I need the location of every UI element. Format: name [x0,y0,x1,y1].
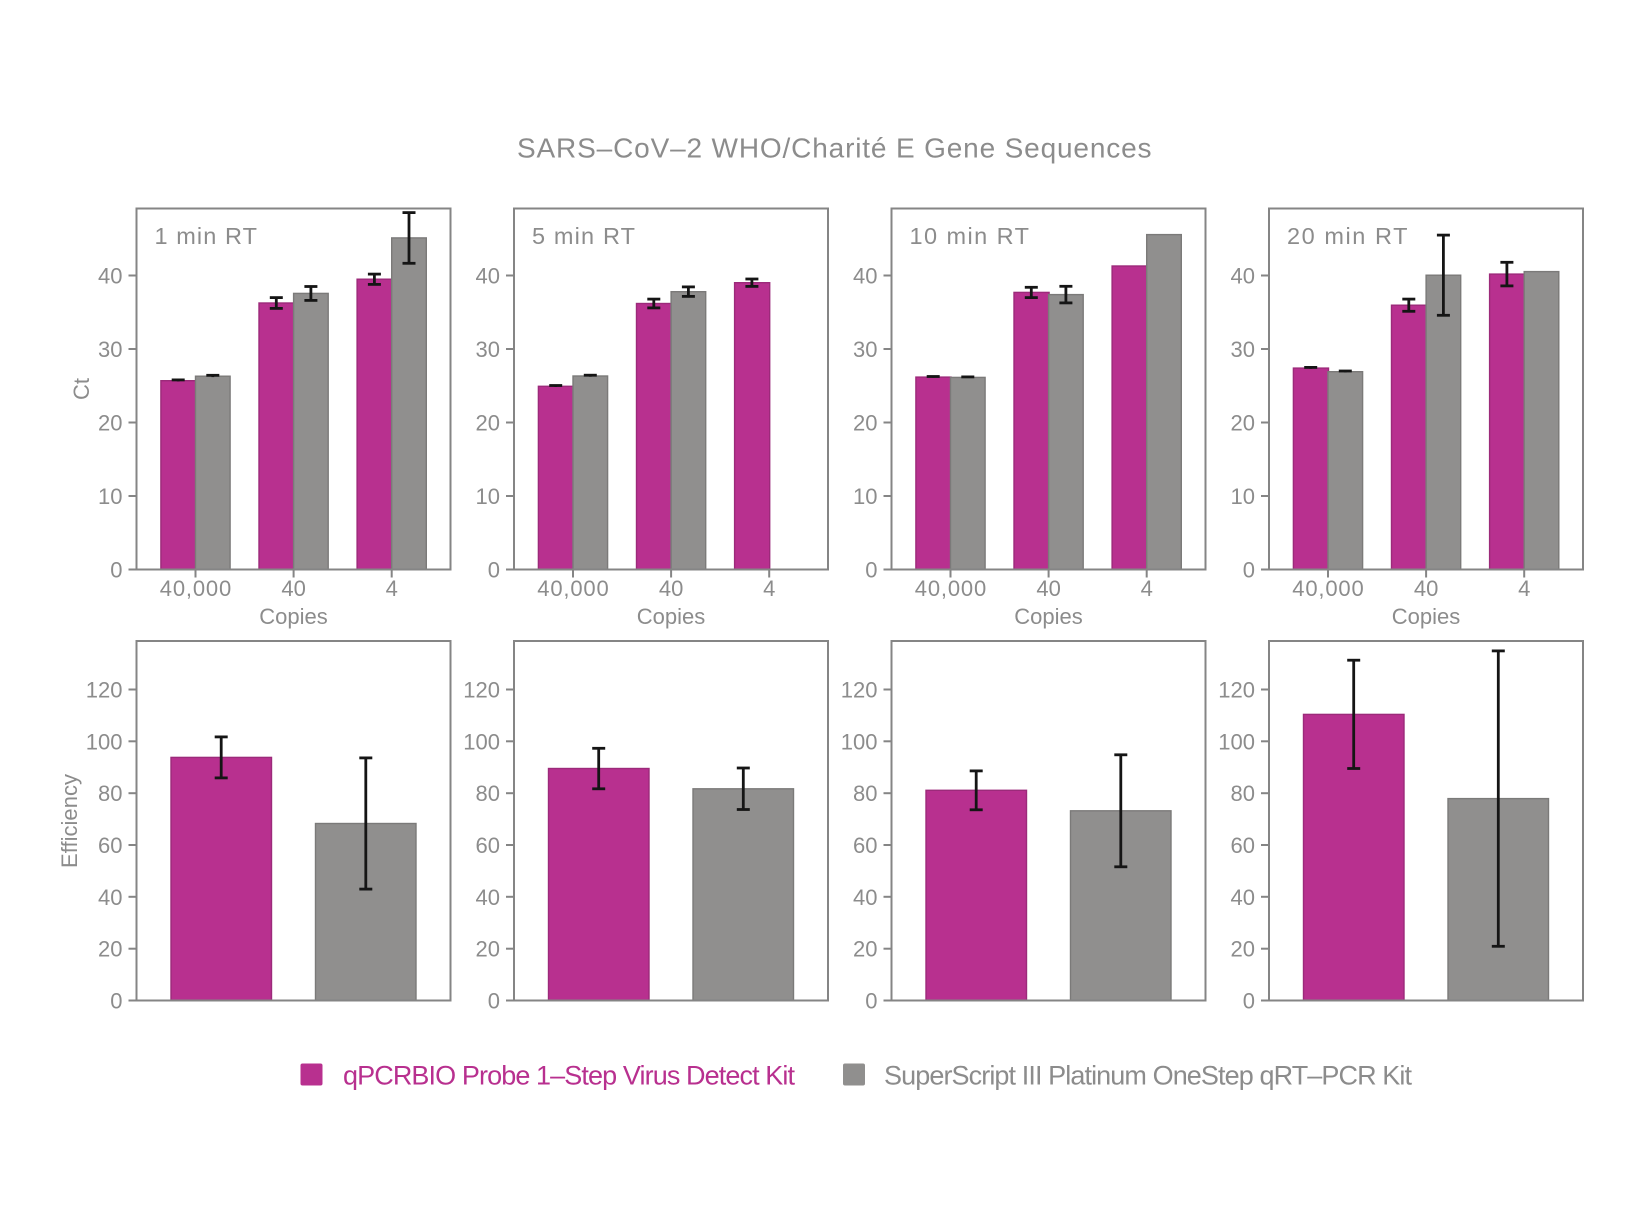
svg-text:SuperScript III Platinum OneSt: SuperScript III Platinum OneStep qRT–PCR… [884,1061,1412,1091]
svg-text:80: 80 [476,781,500,806]
svg-text:20: 20 [853,411,877,436]
svg-text:120: 120 [463,678,500,703]
svg-text:40,000: 40,000 [915,576,986,601]
svg-text:120: 120 [1218,678,1255,703]
svg-text:4: 4 [763,576,775,601]
svg-text:10: 10 [1231,484,1255,509]
svg-text:40: 40 [853,264,877,289]
svg-text:60: 60 [1231,833,1255,858]
svg-text:60: 60 [98,833,122,858]
svg-text:1 min RT: 1 min RT [155,223,258,249]
svg-text:100: 100 [86,729,123,754]
svg-text:40: 40 [1414,576,1438,601]
svg-text:40: 40 [476,264,500,289]
svg-text:30: 30 [853,337,877,362]
svg-text:10: 10 [853,484,877,509]
svg-text:120: 120 [841,678,878,703]
svg-text:40,000: 40,000 [160,576,231,601]
svg-text:Copies: Copies [637,604,705,629]
svg-text:80: 80 [853,781,877,806]
svg-text:20: 20 [476,411,500,436]
svg-text:60: 60 [476,833,500,858]
svg-text:30: 30 [1231,337,1255,362]
svg-text:40: 40 [1231,885,1255,910]
svg-text:4: 4 [1518,576,1530,601]
svg-text:Copies: Copies [1014,604,1082,629]
svg-text:40,000: 40,000 [537,576,608,601]
svg-text:Ct: Ct [69,378,94,400]
svg-text:40,000: 40,000 [1292,576,1363,601]
svg-text:qPCRBIO Probe 1–Step Virus Det: qPCRBIO Probe 1–Step Virus Detect Kit [343,1061,795,1091]
svg-text:30: 30 [476,337,500,362]
svg-text:80: 80 [1231,781,1255,806]
svg-text:4: 4 [1141,576,1153,601]
svg-text:40: 40 [1231,264,1255,289]
svg-text:0: 0 [488,558,500,583]
svg-text:20: 20 [1231,411,1255,436]
svg-text:60: 60 [853,833,877,858]
svg-text:0: 0 [110,558,122,583]
svg-text:0: 0 [865,989,877,1014]
svg-text:40: 40 [98,264,122,289]
svg-text:20 min RT: 20 min RT [1287,223,1408,249]
svg-text:Copies: Copies [1392,604,1460,629]
svg-text:40: 40 [1036,576,1060,601]
svg-text:80: 80 [98,781,122,806]
svg-text:SARS–CoV–2 WHO/Charité E Gene: SARS–CoV–2 WHO/Charité E Gene Sequences [517,133,1152,164]
svg-text:100: 100 [1218,729,1255,754]
svg-text:10: 10 [476,484,500,509]
svg-text:40: 40 [659,576,683,601]
svg-text:120: 120 [86,678,123,703]
svg-text:40: 40 [98,885,122,910]
svg-text:0: 0 [488,989,500,1014]
svg-text:100: 100 [463,729,500,754]
svg-text:20: 20 [1231,937,1255,962]
svg-text:30: 30 [98,337,122,362]
svg-text:0: 0 [1243,989,1255,1014]
svg-text:4: 4 [386,576,398,601]
svg-text:20: 20 [853,937,877,962]
svg-text:100: 100 [841,729,878,754]
svg-text:40: 40 [476,885,500,910]
svg-text:5 min RT: 5 min RT [532,223,635,249]
svg-text:10 min RT: 10 min RT [910,223,1030,249]
svg-text:10: 10 [98,484,122,509]
svg-text:0: 0 [110,989,122,1014]
svg-text:Copies: Copies [259,604,327,629]
svg-text:40: 40 [853,885,877,910]
svg-text:0: 0 [1243,558,1255,583]
svg-text:20: 20 [476,937,500,962]
svg-text:20: 20 [98,411,122,436]
svg-text:0: 0 [865,558,877,583]
svg-text:20: 20 [98,937,122,962]
svg-text:40: 40 [281,576,305,601]
svg-text:Efficiency: Efficiency [57,774,82,868]
